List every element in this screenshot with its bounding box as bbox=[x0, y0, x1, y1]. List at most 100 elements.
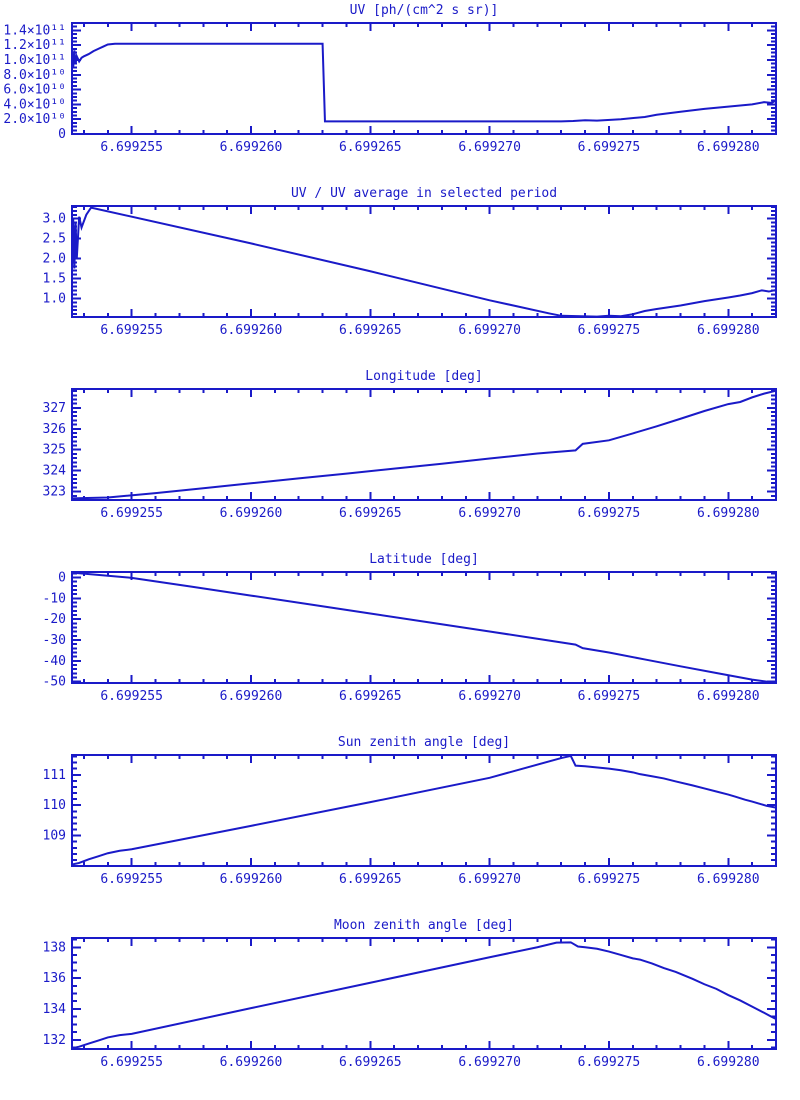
plot-frame bbox=[71, 22, 777, 135]
x-tick-label: 6.699260 bbox=[220, 689, 283, 704]
x-tick-label: 6.699255 bbox=[100, 506, 163, 521]
y-tick-label: 3.0 bbox=[43, 212, 66, 227]
y-tick-label: 1.0 bbox=[43, 291, 66, 306]
x-axis: 6.699255 6.699260 6.699265 6.699270 6.699275… bbox=[82, 206, 777, 338]
x-axis: 6.699255 6.699260 6.699265 6.699270 6.699275… bbox=[82, 572, 777, 704]
x-tick-label: 6.699270 bbox=[458, 689, 521, 704]
plot-frame bbox=[71, 754, 777, 867]
x-tick-label: 6.699260 bbox=[220, 140, 283, 155]
plot-frame bbox=[71, 571, 777, 684]
x-tick-label: 6.699270 bbox=[458, 506, 521, 521]
plot-uv: UV [ph/(cm^2 s sr)] 6.699255 6.699260 6.699… bbox=[0, 0, 800, 183]
y-tick-label: 110 bbox=[43, 798, 66, 813]
plot-sun-zenith-angle: Sun zenith angle [deg] 6.699255 6.699260 6.… bbox=[0, 732, 800, 915]
plot-4-canvas: Sun zenith angle [deg]6.699255 6.699260 6.… bbox=[43, 735, 777, 887]
plot-title: UV / UV average in selected period bbox=[291, 186, 557, 201]
x-tick-label: 6.699260 bbox=[220, 1055, 283, 1070]
x-tick-label: 6.699270 bbox=[458, 323, 521, 338]
y-tick-label: 8.0×10¹⁰ bbox=[3, 68, 66, 83]
x-tick-label: 6.699275 bbox=[578, 140, 641, 155]
y-tick-label: 134 bbox=[43, 1002, 67, 1017]
y-tick-label: 109 bbox=[43, 829, 66, 844]
x-tick-label: 6.699265 bbox=[339, 140, 402, 155]
y-tick-label: 1.2×10¹¹ bbox=[3, 38, 66, 53]
plot-5-canvas: Moon zenith angle [deg]6.699255 6.699260 6… bbox=[43, 918, 777, 1070]
y-tick-label: 111 bbox=[43, 768, 66, 783]
x-tick-label: 6.699270 bbox=[458, 140, 521, 155]
x-tick-label: 6.699265 bbox=[339, 1055, 402, 1070]
y-tick-label: 0 bbox=[58, 570, 66, 585]
x-tick-label: 6.699280 bbox=[697, 872, 760, 887]
y-tick-label: 325 bbox=[43, 443, 66, 458]
plot-2-canvas: Longitude [deg] 6.699255 6.699260 6.699265 6… bbox=[43, 369, 777, 521]
plot-title: Moon zenith angle [deg] bbox=[334, 918, 514, 933]
x-tick-label: 6.699255 bbox=[100, 689, 163, 704]
y-tick-label: 6.0×10¹⁰ bbox=[3, 83, 66, 98]
y-tick-label: 326 bbox=[43, 422, 66, 437]
y-tick-label: -20 bbox=[43, 612, 66, 627]
plot-title: Longitude [deg] bbox=[365, 369, 482, 384]
y-axis: 0 -10 -20 -30 -40 -50 bbox=[43, 570, 776, 690]
x-tick-label: 6.699260 bbox=[220, 323, 283, 338]
x-tick-label: 6.699280 bbox=[697, 506, 760, 521]
plot-uv-ratio: UV / UV average in selected period 6.6992… bbox=[0, 183, 800, 366]
plot-frame bbox=[71, 205, 777, 318]
x-tick-label: 6.699275 bbox=[578, 872, 641, 887]
plot-title: UV [ph/(cm^2 s sr)] bbox=[350, 3, 499, 18]
plot-title: Latitude [deg] bbox=[369, 552, 479, 567]
x-tick-label: 6.699280 bbox=[697, 140, 760, 155]
x-tick-label: 6.699265 bbox=[339, 872, 402, 887]
y-axis: 02.0×10¹⁰4.0×10¹⁰6.0×10¹⁰8.0×10¹⁰1.0×10¹… bbox=[3, 22, 776, 142]
y-tick-label: -30 bbox=[43, 633, 66, 648]
series-line bbox=[72, 206, 776, 317]
y-tick-label: -40 bbox=[43, 654, 66, 669]
x-tick-label: 6.699270 bbox=[458, 1055, 521, 1070]
y-tick-label: 2.0 bbox=[43, 252, 66, 267]
plot-3-canvas: Latitude [deg]6.699255 6.699260 6.699265 6.… bbox=[43, 552, 777, 704]
y-tick-label: 136 bbox=[43, 971, 66, 986]
plot-0-canvas: UV [ph/(cm^2 s sr)]6.699255 6.699260 6.699… bbox=[3, 3, 777, 155]
y-tick-label: -10 bbox=[43, 591, 66, 606]
x-tick-label: 6.699260 bbox=[220, 506, 283, 521]
plot-latitude: Latitude [deg] 6.699255 6.699260 6.699265 6.… bbox=[0, 549, 800, 732]
series-line bbox=[72, 941, 776, 1049]
x-tick-label: 6.699265 bbox=[339, 506, 402, 521]
series-line bbox=[72, 572, 776, 683]
plot-frame bbox=[71, 937, 777, 1050]
x-tick-label: 6.699265 bbox=[339, 689, 402, 704]
y-tick-label: 1.5 bbox=[43, 271, 66, 286]
x-tick-label: 6.699275 bbox=[578, 689, 641, 704]
x-axis: 6.699255 6.699260 6.699265 6.699270 6.699275… bbox=[82, 938, 777, 1070]
y-tick-label: 0 bbox=[58, 127, 66, 142]
plot-1-canvas: UV / UV average in selected period 6.6992… bbox=[43, 186, 777, 338]
series-line bbox=[72, 42, 776, 123]
x-tick-label: 6.699265 bbox=[339, 323, 402, 338]
y-tick-label: 323 bbox=[43, 485, 66, 500]
x-tick-label: 6.699280 bbox=[697, 689, 760, 704]
y-tick-label: 1.0×10¹¹ bbox=[3, 53, 66, 68]
x-tick-label: 6.699255 bbox=[100, 140, 163, 155]
x-tick-label: 6.699255 bbox=[100, 323, 163, 338]
x-tick-label: 6.699270 bbox=[458, 872, 521, 887]
x-tick-label: 6.699255 bbox=[100, 872, 163, 887]
plot-longitude: Longitude [deg] 6.699255 6.699260 6.699265 6… bbox=[0, 366, 800, 549]
x-tick-label: 6.699280 bbox=[697, 1055, 760, 1070]
x-axis: 6.699255 6.699260 6.699265 6.699270 6.699275… bbox=[82, 389, 777, 521]
y-tick-label: 132 bbox=[43, 1033, 66, 1048]
y-tick-label: 138 bbox=[43, 940, 66, 955]
y-tick-label: 324 bbox=[43, 464, 67, 479]
y-tick-label: 2.0×10¹⁰ bbox=[3, 112, 66, 127]
y-tick-label: 2.5 bbox=[43, 232, 66, 247]
y-tick-label: 327 bbox=[43, 401, 66, 416]
x-tick-label: 6.699260 bbox=[220, 872, 283, 887]
x-axis: 6.699255 6.699260 6.699265 6.699270 6.699275… bbox=[82, 23, 777, 155]
x-tick-label: 6.699275 bbox=[578, 1055, 641, 1070]
y-axis: 1.0 1.5 2.0 2.5 3.0 bbox=[43, 205, 776, 316]
x-tick-label: 6.699280 bbox=[697, 323, 760, 338]
x-tick-label: 6.699275 bbox=[578, 323, 641, 338]
series-line bbox=[72, 755, 776, 866]
y-tick-label: 4.0×10¹⁰ bbox=[3, 97, 66, 112]
x-tick-label: 6.699255 bbox=[100, 1055, 163, 1070]
y-axis: 323 324 325 326 327 bbox=[43, 390, 776, 501]
